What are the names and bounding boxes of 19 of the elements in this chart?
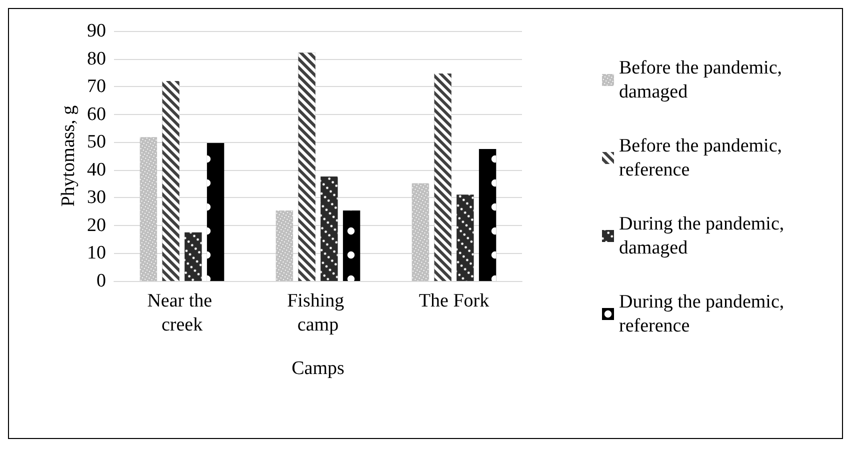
legend-label: During the pandemic, damaged — [619, 214, 789, 258]
legend-label: During the pandemic, reference — [619, 292, 789, 336]
y-tick-label: 80 — [87, 48, 106, 70]
x-tick-label: Near the creek — [147, 290, 217, 336]
legend-label: Before the pandemic, damaged — [619, 58, 787, 102]
x-axis-title: Camps — [292, 358, 344, 379]
y-tick-label: 20 — [87, 214, 106, 236]
y-tick-label: 30 — [87, 187, 106, 208]
x-tick-label: Fishing camp — [287, 290, 349, 336]
y-tick-label: 0 — [96, 270, 106, 292]
y-tick-label: 50 — [87, 132, 106, 153]
y-axis-title: Phytomass, g — [58, 104, 79, 207]
x-tick-label: The Fork — [418, 290, 490, 312]
y-tick-label: 70 — [87, 76, 106, 98]
y-tick-label: 10 — [87, 242, 106, 264]
y-tick-label: 90 — [87, 20, 106, 42]
y-tick-label: 60 — [87, 104, 106, 125]
y-tick-label: 40 — [87, 159, 106, 180]
legend-label: Before the pandemic, reference — [619, 136, 787, 180]
